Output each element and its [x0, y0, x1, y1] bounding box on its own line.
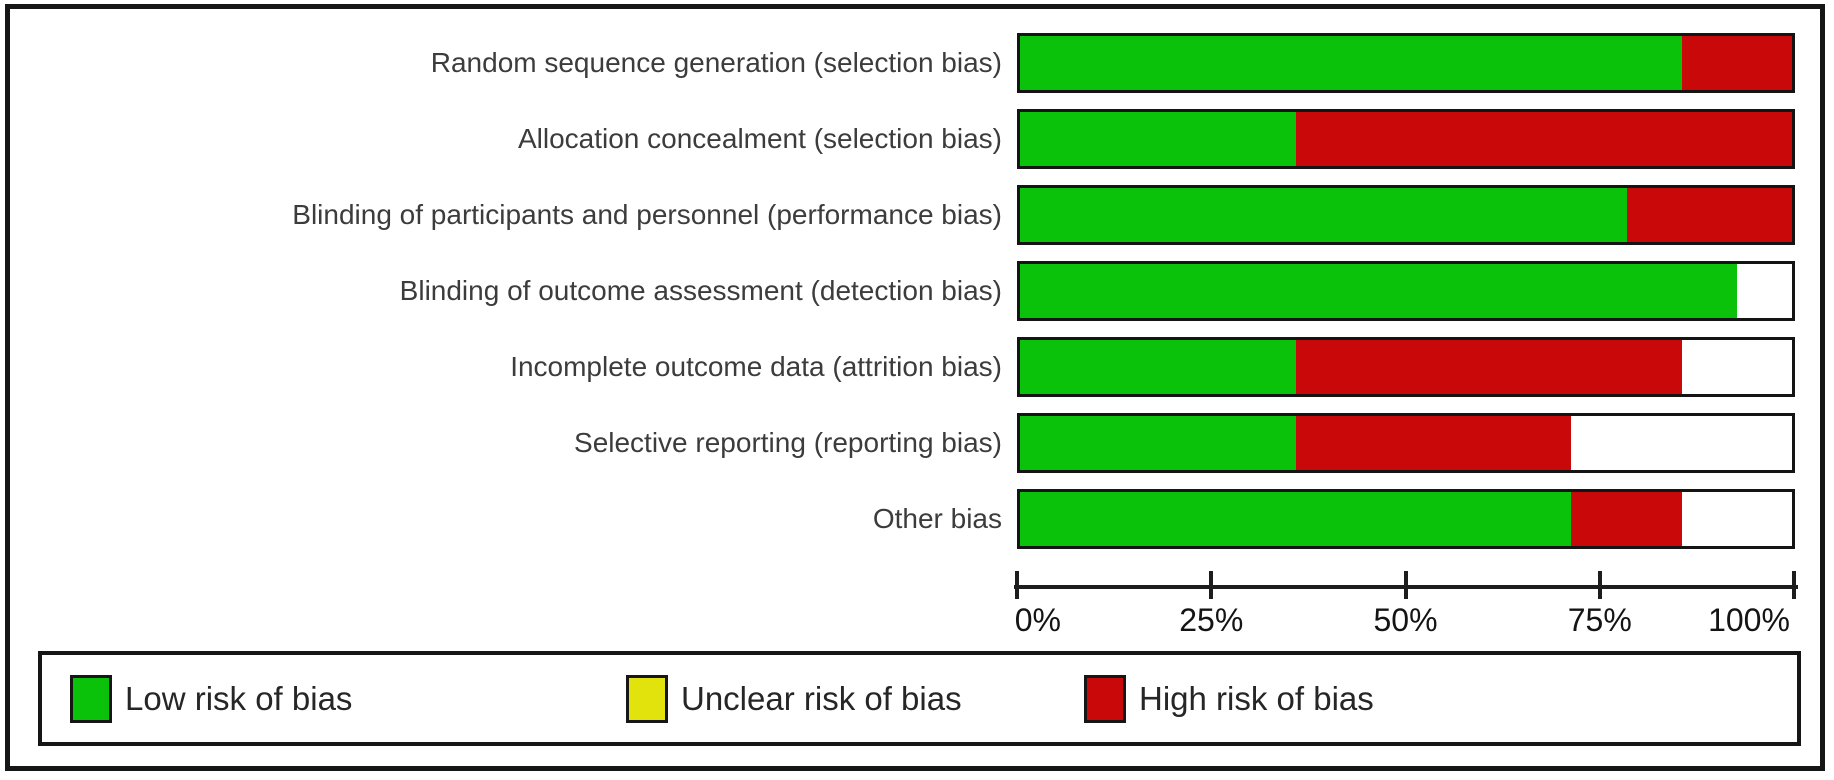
- x-axis-tick: [1015, 571, 1019, 599]
- x-axis-tick: [1209, 571, 1214, 599]
- legend-swatch-high-risk: [1084, 674, 1126, 723]
- legend: Low risk of bias Unclear risk of bias Hi…: [38, 651, 1801, 746]
- stacked-bar: [1017, 337, 1795, 397]
- stacked-bar: [1017, 185, 1795, 245]
- category-label: Random sequence generation (selection bi…: [430, 47, 1002, 78]
- bar-segment-low-risk-of-bias: [1020, 264, 1738, 318]
- x-axis-tick-label: 100%: [1708, 602, 1790, 638]
- bar-segment-high-risk-of-bias: [1295, 416, 1572, 470]
- stacked-bar: [1017, 33, 1795, 93]
- x-axis-tick: [1597, 571, 1602, 599]
- x-axis-tick-label: 50%: [1373, 602, 1438, 638]
- bar-segment-low-risk-of-bias: [1020, 340, 1296, 394]
- x-axis-tick: [1403, 571, 1408, 599]
- category-label: Allocation concealment (selection bias): [517, 123, 1002, 154]
- bar-segment-low-risk-of-bias: [1020, 112, 1296, 166]
- x-axis-tick: [1792, 571, 1796, 599]
- category-label: Other bias: [872, 503, 1002, 534]
- chart-row: Selective reporting (reporting bias): [0, 413, 1834, 473]
- legend-item-high-risk: High risk of bias: [1084, 655, 1374, 742]
- chart-row: Other bias: [0, 489, 1834, 549]
- chart-row: Incomplete outcome data (attrition bias): [0, 337, 1834, 397]
- legend-label-unclear-risk: Unclear risk of bias: [681, 679, 962, 717]
- category-label: Selective reporting (reporting bias): [574, 427, 1002, 458]
- stacked-bar: [1017, 261, 1795, 321]
- legend-swatch-low-risk: [70, 674, 112, 723]
- bar-segment-low-risk-of-bias: [1020, 416, 1296, 470]
- legend-label-low-risk: Low risk of bias: [125, 679, 353, 717]
- bar-segment-low-risk-of-bias: [1020, 492, 1572, 546]
- bar-rows: Random sequence generation (selection bi…: [0, 33, 1834, 565]
- chart-row: Allocation concealment (selection bias): [0, 109, 1834, 169]
- category-label: Incomplete outcome data (attrition bias): [510, 351, 1002, 382]
- bar-segment-high-risk-of-bias: [1295, 112, 1792, 166]
- chart-row: Random sequence generation (selection bi…: [0, 33, 1834, 93]
- x-axis-tick-label: 75%: [1567, 602, 1632, 638]
- category-label: Blinding of outcome assessment (detectio…: [399, 275, 1002, 306]
- stacked-bar: [1017, 109, 1795, 169]
- legend-swatch-unclear-risk: [626, 674, 668, 723]
- stacked-bar: [1017, 489, 1795, 549]
- legend-label-high-risk: High risk of bias: [1139, 679, 1374, 717]
- bar-segment-low-risk-of-bias: [1020, 36, 1682, 90]
- category-label: Blinding of participants and personnel (…: [292, 199, 1002, 230]
- chart-row: Blinding of outcome assessment (detectio…: [0, 261, 1834, 321]
- legend-item-unclear-risk: Unclear risk of bias: [626, 655, 962, 742]
- chart-row: Blinding of participants and personnel (…: [0, 185, 1834, 245]
- figure-border: [5, 4, 1825, 771]
- x-axis-tick-label: 0%: [1014, 602, 1061, 638]
- bar-segment-high-risk-of-bias: [1295, 340, 1682, 394]
- bar-segment-high-risk-of-bias: [1681, 36, 1792, 90]
- bar-segment-high-risk-of-bias: [1626, 188, 1792, 242]
- legend-item-low-risk: Low risk of bias: [70, 655, 352, 742]
- x-axis-tick-label: 25%: [1179, 602, 1244, 638]
- bar-segment-low-risk-of-bias: [1020, 188, 1627, 242]
- stacked-bar: [1017, 413, 1795, 473]
- bar-segment-high-risk-of-bias: [1571, 492, 1682, 546]
